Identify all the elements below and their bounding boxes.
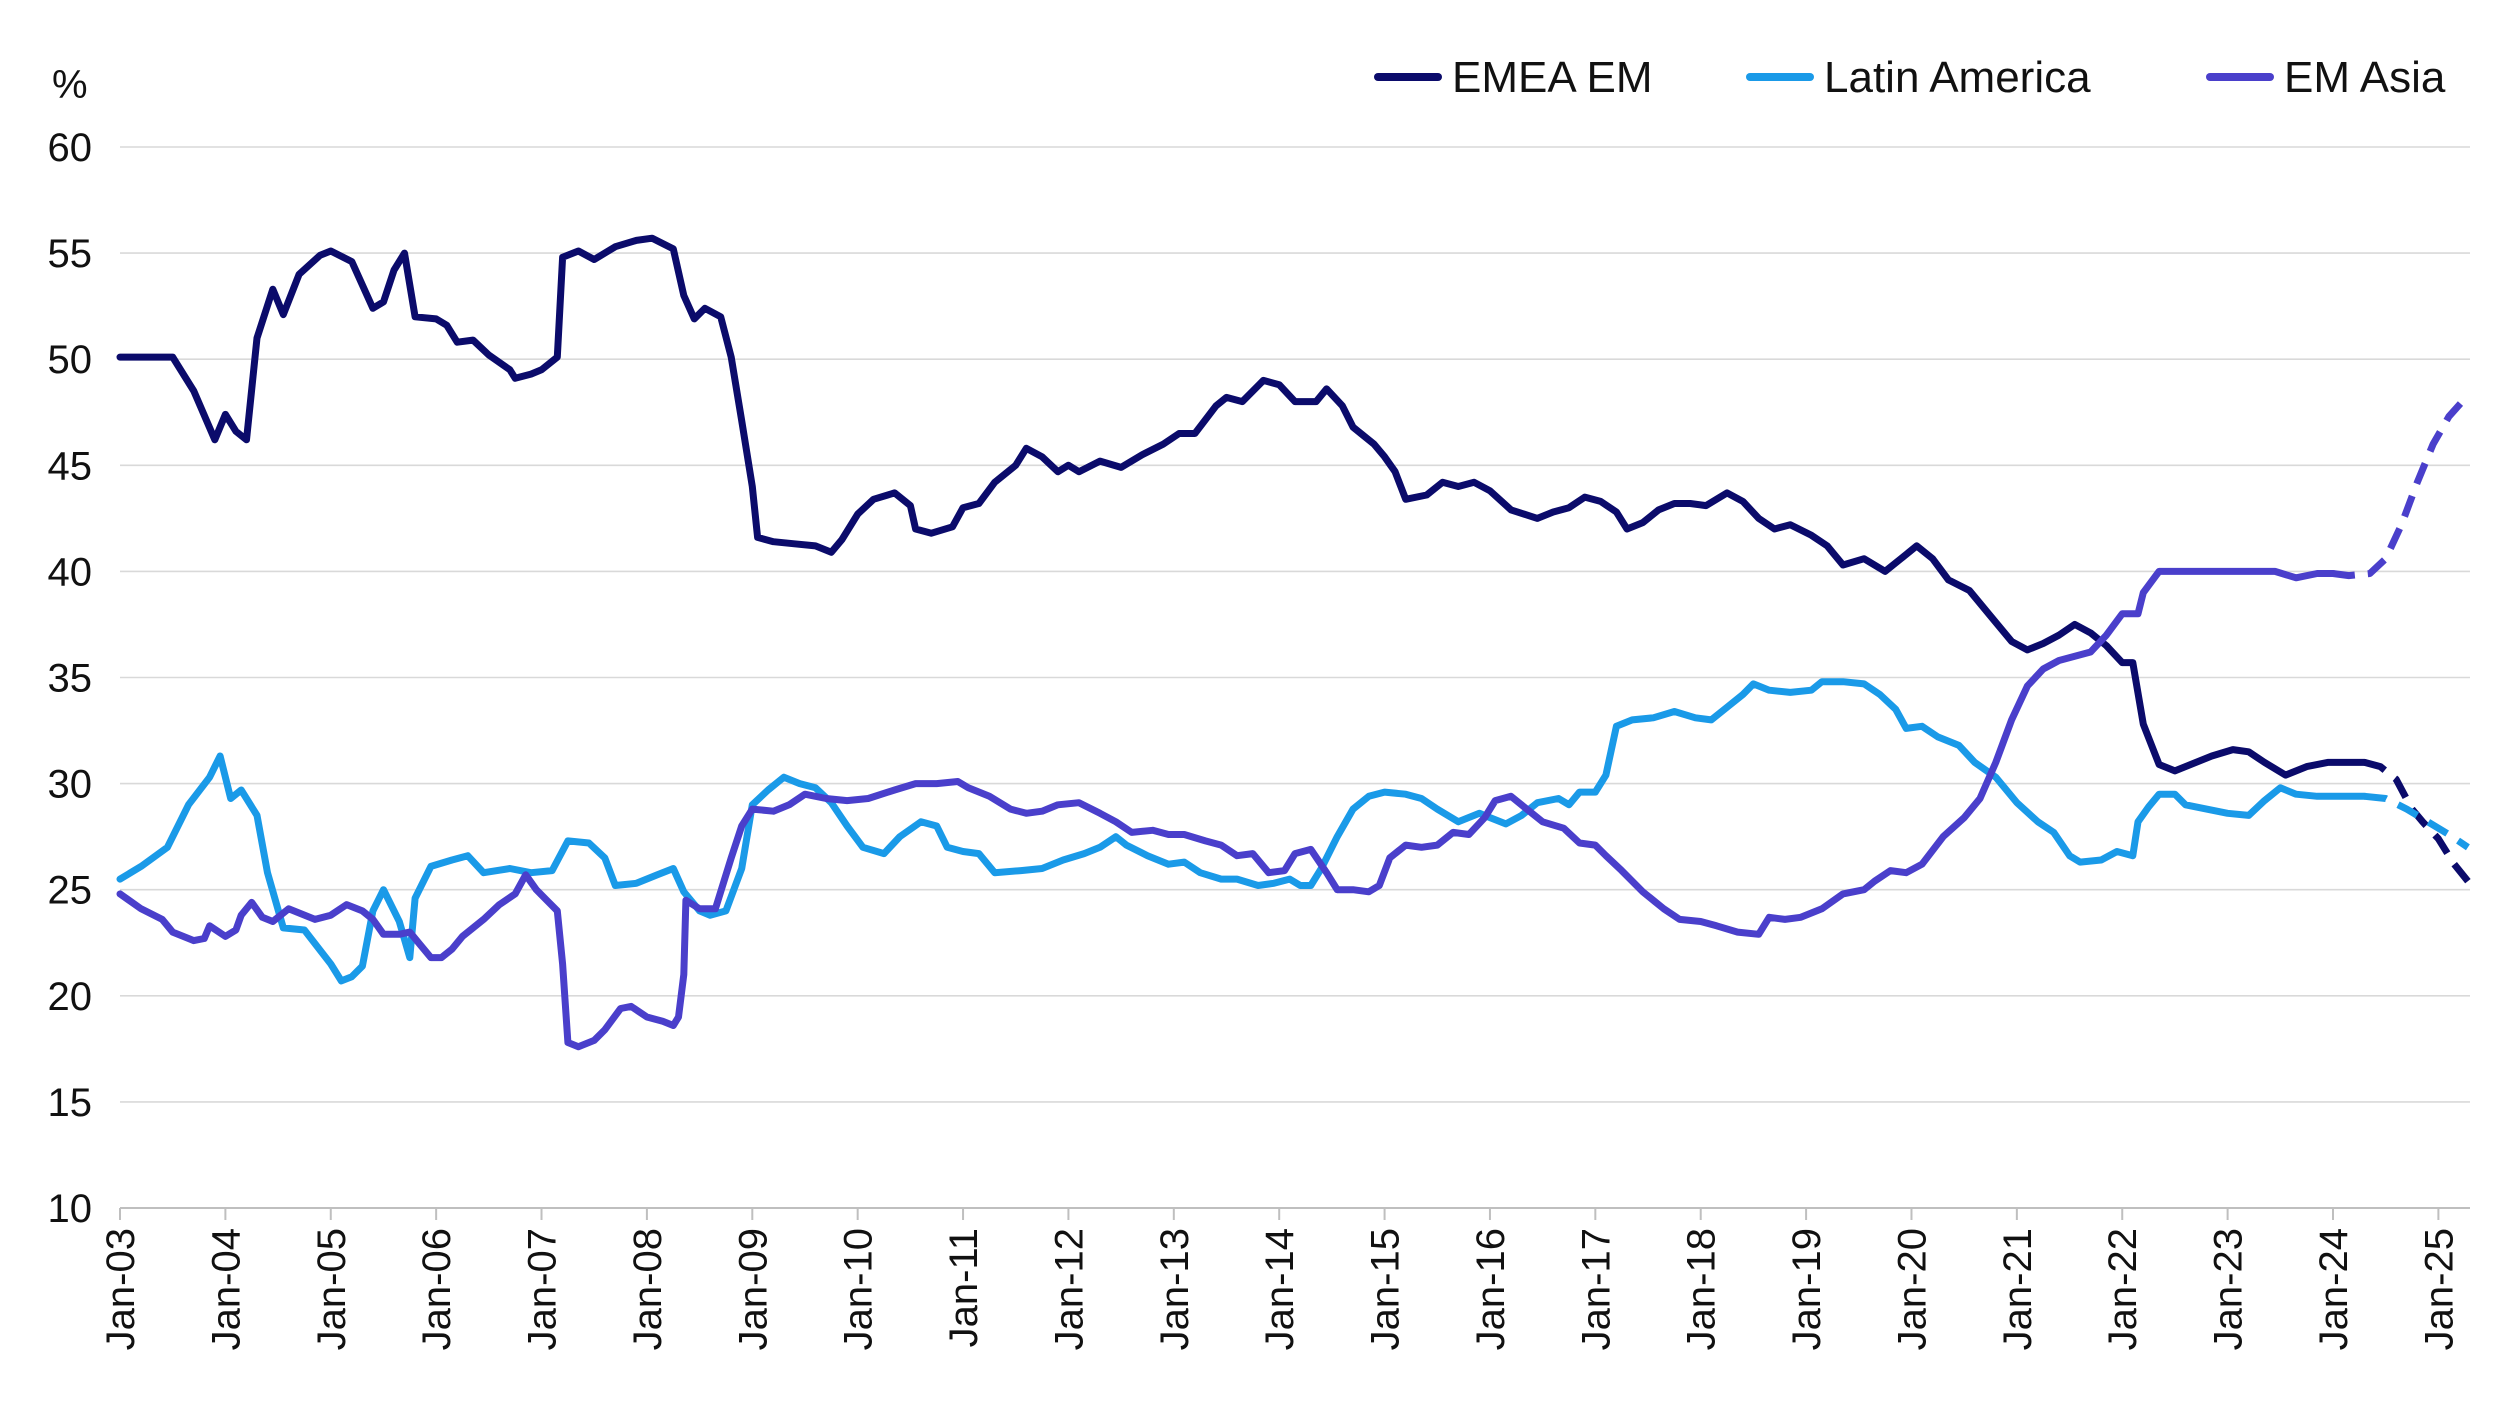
x-tick-label: Jan-13 xyxy=(1153,1228,1197,1350)
y-tick-label: 45 xyxy=(48,444,93,488)
x-tick-label: Jan-09 xyxy=(731,1228,775,1350)
x-tick-label: Jan-08 xyxy=(626,1228,670,1350)
y-tick-label: 20 xyxy=(48,975,93,1019)
y-tick-label: 55 xyxy=(48,232,93,276)
x-tick-label: Jan-22 xyxy=(2101,1228,2145,1350)
y-tick-label: 10 xyxy=(48,1187,93,1231)
x-axis: Jan-03 Jan-04 Jan-05 Jan-06 Jan-07 Jan-08 Jan-… xyxy=(99,1207,2470,1350)
y-tick-label: 40 xyxy=(48,550,93,594)
legend-item-latin-america: Latin America xyxy=(1746,53,2091,102)
x-tick-label: Jan-10 xyxy=(837,1228,881,1350)
x-tick-label: Jan-20 xyxy=(1890,1228,1934,1350)
gridlines xyxy=(120,146,2470,1103)
x-tick-label: Jan-04 xyxy=(204,1228,248,1350)
y-tick-label: 25 xyxy=(48,869,93,913)
x-tick-label: Jan-24 xyxy=(2312,1228,2356,1350)
x-tick-label: Jan-17 xyxy=(1574,1228,1618,1350)
legend-item-emea-em: EMEA EM xyxy=(1374,53,1653,102)
series-line-em-asia xyxy=(116,567,2337,1051)
x-tick-label: Jan-12 xyxy=(1047,1228,1091,1350)
legend-label: EM Asia xyxy=(2284,53,2446,102)
x-tick-label: Jan-25 xyxy=(2417,1228,2461,1350)
x-tick-label: Jan-16 xyxy=(1469,1228,1513,1350)
series-forecast-line-emea-em xyxy=(2363,759,2471,884)
legend-label: Latin America xyxy=(1824,53,2091,102)
series-forecast-line-em-asia xyxy=(2332,392,2471,580)
series-line-latin-america xyxy=(116,678,2369,985)
y-axis-unit-label: % xyxy=(52,63,88,107)
series-lines xyxy=(116,234,2471,1051)
y-tick-label: 60 xyxy=(48,126,93,170)
x-tick-label: Jan-06 xyxy=(415,1228,459,1350)
x-tick-label: Jan-21 xyxy=(1996,1228,2040,1350)
y-axis: 10 15 20 25 30 35 40 45 50 55 60 xyxy=(48,126,93,1231)
x-tick-label: Jan-03 xyxy=(99,1228,143,1350)
series-forecast-line-latin-america xyxy=(2364,792,2470,851)
y-tick-label: 35 xyxy=(48,657,93,701)
x-tick-label: Jan-23 xyxy=(2207,1228,2251,1350)
x-tick-label: Jan-11 xyxy=(942,1228,986,1347)
legend-item-em-asia: EM Asia xyxy=(2206,53,2446,102)
x-tick-label: Jan-19 xyxy=(1785,1228,1829,1350)
x-tick-label: Jan-05 xyxy=(310,1228,354,1350)
x-tick-label: Jan-18 xyxy=(1680,1228,1724,1350)
x-tick-label: Jan-15 xyxy=(1364,1228,1408,1350)
y-tick-label: 30 xyxy=(48,763,93,807)
legend: EMEA EM Latin America EM Asia xyxy=(1374,53,2446,102)
series-line-emea-em xyxy=(116,234,2369,779)
x-tick-label: Jan-07 xyxy=(521,1228,565,1350)
y-tick-label: 15 xyxy=(48,1081,93,1125)
legend-label: EMEA EM xyxy=(1452,53,1653,102)
x-tick-label: Jan-14 xyxy=(1258,1228,1302,1350)
y-tick-label: 50 xyxy=(48,338,93,382)
